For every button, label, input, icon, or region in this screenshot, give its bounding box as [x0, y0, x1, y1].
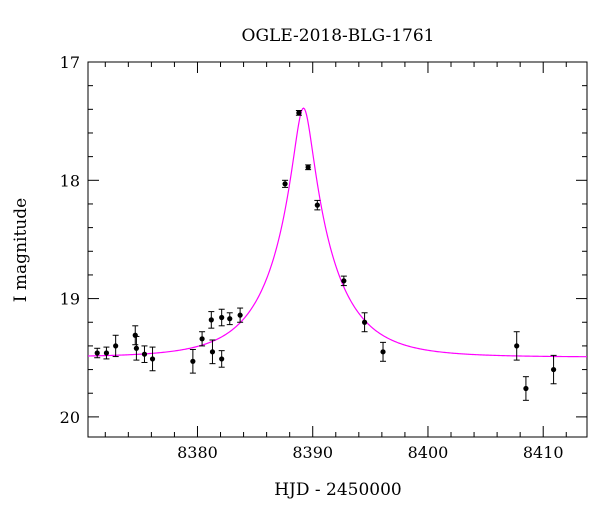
x-tick-label: 8410 — [523, 443, 564, 462]
data-point — [141, 345, 148, 363]
data-marker — [219, 314, 225, 321]
data-marker — [296, 110, 302, 116]
data-point — [132, 325, 139, 346]
data-marker — [133, 345, 140, 351]
data-point — [189, 348, 196, 374]
data-marker — [94, 350, 100, 356]
data-point — [199, 331, 206, 347]
data-point — [218, 308, 225, 327]
model-curve — [87, 107, 587, 358]
data-point — [103, 346, 110, 360]
data-point — [305, 164, 312, 171]
data-point — [226, 312, 233, 326]
model-curve-layer — [87, 107, 587, 358]
tick-labels-layer: 8380 8390 8400 8410 17 18 19 20 — [60, 53, 564, 462]
data-point — [218, 350, 225, 368]
x-tick-label: 8390 — [292, 443, 333, 462]
data-point — [282, 179, 289, 188]
data-point — [513, 331, 520, 361]
data-point — [133, 335, 140, 361]
data-marker — [219, 356, 225, 362]
x-axis-label: HJD - 2450000 — [274, 480, 402, 500]
data-marker — [141, 351, 148, 357]
tick-marks — [88, 61, 587, 437]
data-marker — [149, 356, 156, 362]
data-marker — [314, 202, 320, 208]
plot-border — [87, 61, 588, 438]
y-tick-label: 19 — [60, 290, 80, 309]
data-marker — [361, 319, 368, 325]
data-marker — [113, 343, 119, 349]
data-marker — [380, 349, 386, 355]
data-point — [208, 311, 215, 329]
y-tick-label: 17 — [60, 53, 80, 72]
data-point — [361, 312, 368, 333]
data-marker — [190, 358, 196, 364]
data-point — [522, 376, 529, 401]
x-tick-label: 8400 — [408, 443, 449, 462]
data-point — [314, 199, 321, 211]
plot-frame — [87, 61, 588, 438]
data-marker — [208, 317, 214, 323]
data-point — [237, 307, 244, 323]
data-marker — [341, 278, 347, 284]
data-points-layer — [94, 110, 557, 401]
data-marker — [237, 312, 243, 318]
data-marker — [227, 316, 233, 322]
y-axis-label: I magnitude — [11, 198, 31, 302]
y-tick-label: 18 — [60, 171, 80, 190]
data-marker — [305, 164, 311, 170]
chart-title: OGLE-2018-BLG-1761 — [242, 26, 435, 46]
data-marker — [209, 349, 216, 355]
data-point — [295, 110, 302, 116]
data-point — [209, 339, 216, 365]
data-marker — [103, 350, 110, 356]
y-tick-label: 20 — [60, 408, 80, 427]
data-marker — [514, 343, 520, 349]
data-point — [149, 346, 156, 372]
data-point — [112, 334, 119, 358]
data-marker — [523, 385, 529, 392]
data-marker — [199, 336, 205, 342]
data-point — [340, 275, 347, 287]
data-point — [94, 347, 101, 359]
data-marker — [282, 181, 288, 187]
data-point — [380, 341, 387, 362]
data-point — [550, 354, 557, 385]
data-marker — [132, 332, 138, 338]
x-tick-label: 8380 — [177, 443, 218, 462]
data-marker — [550, 366, 557, 373]
